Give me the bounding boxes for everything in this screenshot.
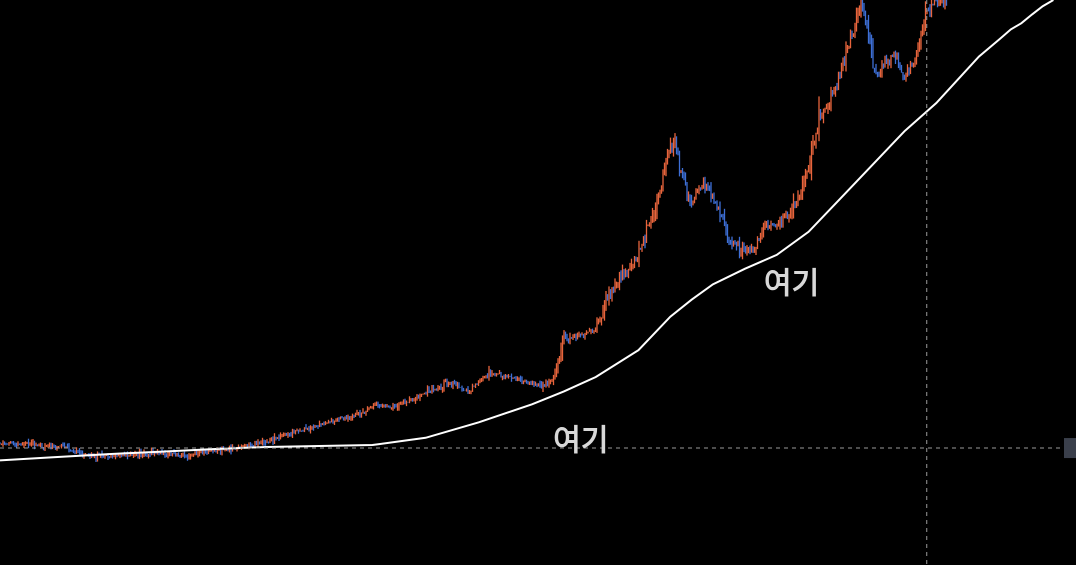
annotation-label-1: 여기	[764, 267, 819, 302]
price-axis-marker[interactable]	[1064, 438, 1076, 459]
annotation-label-2: 여기	[553, 424, 608, 459]
moving-average-line	[0, 0, 1054, 462]
